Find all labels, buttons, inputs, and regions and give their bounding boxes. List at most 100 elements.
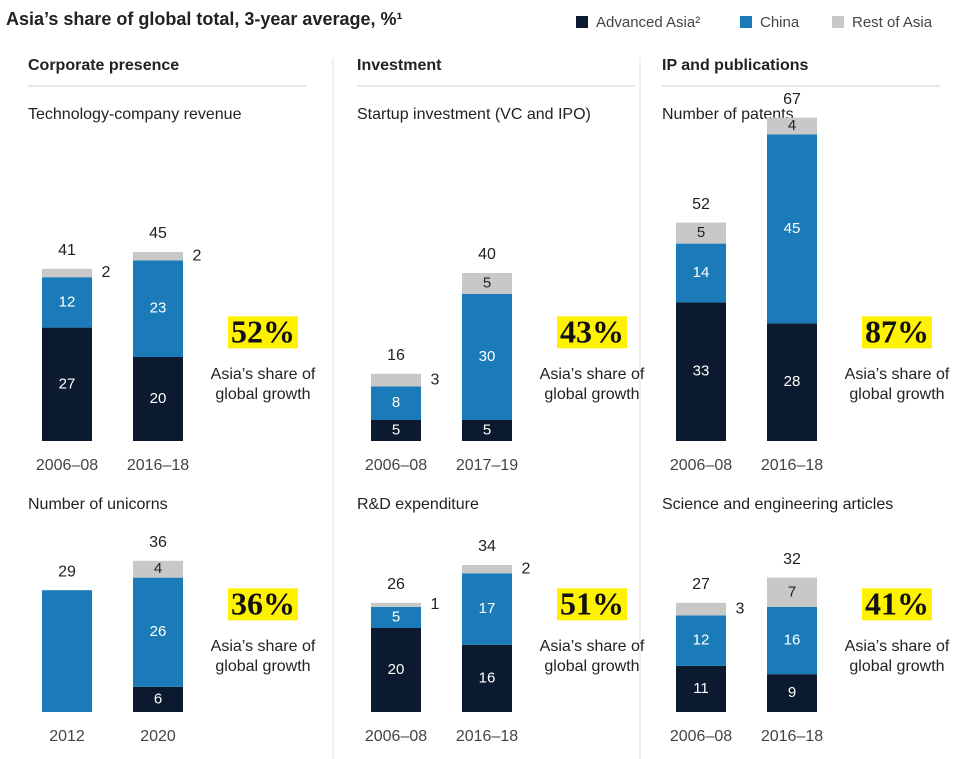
annotation-text: Asia’s share of global growth: [844, 366, 950, 403]
annotation-box: Asia’s share of global growth: [211, 638, 316, 675]
bar-segment: [133, 357, 183, 441]
segment-label: 5: [392, 421, 400, 438]
chart-subtitle: Startup investment (VC and IPO): [357, 106, 591, 123]
highlight: [557, 588, 627, 621]
segment-label: 11: [693, 680, 709, 697]
segment-label: 16: [784, 632, 801, 649]
bar-segment: [767, 607, 817, 675]
legend-label: China: [760, 14, 800, 31]
x-tick-label: 2006–08: [36, 457, 98, 474]
bar-segment: [676, 602, 726, 616]
legend-label: Rest of Asia: [852, 14, 933, 31]
total-label: 67: [783, 91, 801, 108]
highlight: [228, 588, 298, 621]
legend-label: Advanced Asia²: [596, 14, 700, 31]
x-tick-label: 2017–19: [456, 457, 518, 474]
bar-segment: [371, 420, 421, 441]
highlight: [862, 588, 932, 621]
bar-segment: [676, 222, 726, 244]
segment-label: 2: [522, 560, 531, 577]
segment-label: 26: [150, 623, 167, 640]
bar-segment: [371, 628, 421, 712]
bar-segment: [42, 590, 92, 712]
annotation-text: Asia’s share of global growth: [539, 366, 645, 403]
segment-label: 1: [431, 596, 440, 613]
annotation-box: Asia’s share of global growth: [844, 366, 950, 403]
annotation-text: Asia’s share of global growth: [210, 366, 316, 403]
bar-segment: [767, 323, 817, 441]
bar-segment: [371, 602, 421, 607]
highlight: [228, 316, 298, 349]
total-label: 45: [149, 225, 167, 242]
segment-label: 23: [150, 300, 167, 317]
section-heading: Investment: [357, 57, 442, 74]
bar-segment: [371, 373, 421, 387]
highlight: [557, 316, 627, 349]
growth-share: 52%: [231, 313, 295, 349]
segment-label: 5: [392, 608, 400, 625]
segment-label: 16: [479, 669, 496, 686]
growth-share: 87%: [865, 313, 929, 349]
growth-share: 43%: [560, 313, 624, 349]
legend-swatch: [576, 16, 588, 28]
x-tick-label: 2006–08: [365, 728, 427, 745]
x-tick-label: 2016–18: [761, 457, 823, 474]
bar-segment: [767, 674, 817, 712]
section-heading: IP and publications: [662, 57, 808, 74]
x-tick-label: 2020: [140, 728, 176, 745]
segment-label: 2: [102, 264, 111, 281]
chart-title: Asia’s share of global total, 3-year ave…: [6, 9, 402, 29]
segment-label: 17: [479, 600, 496, 617]
segment-label: 4: [154, 560, 162, 577]
growth-share: 36%: [231, 585, 295, 621]
bar-segment: [767, 134, 817, 324]
total-label: 26: [387, 576, 405, 593]
total-label: 32: [783, 551, 801, 568]
bar-segment: [462, 273, 512, 294]
bar-segment: [676, 302, 726, 441]
annotation-box: Asia’s share of global growth: [539, 638, 645, 675]
bar-segment: [42, 277, 92, 328]
segment-label: 14: [693, 264, 710, 281]
bar-segment: [371, 386, 421, 420]
growth-share: 41%: [865, 585, 929, 621]
annotation-text: Asia’s share of global growth: [539, 638, 645, 675]
bar-segment: [462, 644, 512, 712]
total-label: 27: [692, 576, 710, 593]
total-label: 34: [478, 538, 496, 555]
x-tick-label: 2006–08: [670, 728, 732, 745]
bar-segment: [676, 243, 726, 303]
chart-subtitle: Number of patents: [662, 106, 794, 123]
segment-label: 20: [150, 390, 167, 407]
bar-segment: [676, 665, 726, 712]
x-tick-label: 2006–08: [365, 457, 427, 474]
bar-segment: [462, 420, 512, 441]
bar-segment: [133, 686, 183, 712]
segment-label: 12: [693, 632, 710, 649]
bar-segment: [371, 607, 421, 628]
bar-segment: [133, 560, 183, 578]
bar-segment: [462, 294, 512, 420]
bar-segment: [767, 117, 817, 135]
segment-label: 30: [479, 348, 496, 365]
bar-segment: [42, 327, 92, 441]
segment-label: 7: [788, 583, 796, 600]
bar-segment: [462, 573, 512, 645]
bar-segment: [133, 252, 183, 261]
total-label: 40: [478, 246, 496, 263]
bar-segment: [767, 577, 817, 607]
chart-subtitle: Technology-company revenue: [28, 106, 242, 123]
segment-label: 27: [59, 375, 76, 392]
segment-label: 3: [736, 600, 745, 617]
segment-label: 33: [693, 363, 710, 380]
x-tick-label: 2016–18: [127, 457, 189, 474]
highlight: [862, 316, 932, 349]
growth-share: 51%: [560, 585, 624, 621]
x-tick-label: 2006–08: [670, 457, 732, 474]
bar-segment: [133, 260, 183, 357]
segment-label: 12: [59, 293, 76, 310]
segment-label: 9: [788, 684, 796, 701]
segment-label: 5: [697, 224, 705, 241]
total-label: 29: [58, 563, 76, 580]
x-tick-label: 2012: [49, 728, 85, 745]
